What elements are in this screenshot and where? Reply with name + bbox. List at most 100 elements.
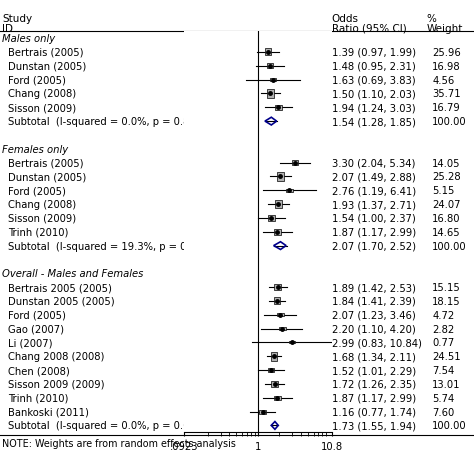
Text: Chang (2008): Chang (2008) (8, 200, 76, 210)
Text: 2.99 (0.83, 10.84): 2.99 (0.83, 10.84) (332, 338, 422, 347)
Text: Odds: Odds (332, 14, 359, 24)
Text: 14.65: 14.65 (432, 227, 461, 237)
Bar (274, 285, 281, 291)
Text: 14.05: 14.05 (432, 158, 461, 168)
Text: 2.07 (1.70, 2.52): 2.07 (1.70, 2.52) (332, 241, 416, 251)
Text: 100.00: 100.00 (432, 117, 467, 127)
Bar (267, 90, 274, 99)
Bar (265, 50, 272, 56)
Text: Subtotal  (I-squared = 19.3%, p = 0.287): Subtotal (I-squared = 19.3%, p = 0.287) (8, 241, 212, 251)
Text: Males only: Males only (2, 34, 55, 44)
Text: 0.77: 0.77 (432, 338, 455, 347)
Text: 3.30 (2.04, 5.34): 3.30 (2.04, 5.34) (332, 158, 415, 168)
Bar (268, 215, 274, 222)
Text: Chen (2008): Chen (2008) (8, 365, 70, 375)
Text: Study: Study (2, 14, 33, 24)
Text: Bertrais (2005): Bertrais (2005) (8, 48, 83, 58)
Text: 1.54 (1.00, 2.37): 1.54 (1.00, 2.37) (332, 213, 416, 224)
Text: 1.87 (1.17, 2.99): 1.87 (1.17, 2.99) (332, 227, 416, 237)
Text: 16.79: 16.79 (432, 103, 461, 113)
Text: Bertrais (2005): Bertrais (2005) (8, 158, 83, 168)
Text: 18.15: 18.15 (432, 296, 461, 306)
Text: 1.72 (1.26, 2.35): 1.72 (1.26, 2.35) (332, 379, 416, 389)
Bar (273, 298, 280, 305)
Text: 1.93 (1.37, 2.71): 1.93 (1.37, 2.71) (332, 200, 416, 210)
Text: 1.54 (1.28, 1.85): 1.54 (1.28, 1.85) (332, 117, 416, 127)
Text: 1.39 (0.97, 1.99): 1.39 (0.97, 1.99) (332, 48, 416, 58)
Bar (268, 368, 274, 372)
Text: Trinh (2010): Trinh (2010) (8, 393, 68, 403)
Text: 1.87 (1.17, 2.99): 1.87 (1.17, 2.99) (332, 393, 416, 403)
Text: ID: ID (2, 24, 13, 34)
Text: Weight: Weight (427, 24, 463, 34)
Text: 5.15: 5.15 (432, 186, 455, 196)
Text: 16.80: 16.80 (432, 213, 461, 224)
Text: 15.15: 15.15 (432, 282, 461, 292)
Text: 1.73 (1.55, 1.94): 1.73 (1.55, 1.94) (332, 420, 416, 431)
Text: Trinh (2010): Trinh (2010) (8, 227, 68, 237)
Bar (274, 396, 281, 400)
Text: 2.07 (1.23, 3.46): 2.07 (1.23, 3.46) (332, 310, 416, 320)
Text: 100.00: 100.00 (432, 241, 467, 251)
Bar (286, 189, 292, 192)
Text: 1.52 (1.01, 2.29): 1.52 (1.01, 2.29) (332, 365, 416, 375)
Text: Ratio (95% CI): Ratio (95% CI) (332, 24, 407, 34)
Text: 1.50 (1.10, 2.03): 1.50 (1.10, 2.03) (332, 89, 416, 99)
Text: Ford (2005): Ford (2005) (8, 310, 66, 320)
Bar (272, 381, 278, 387)
Bar (275, 201, 282, 209)
Text: Bankoski (2011): Bankoski (2011) (8, 407, 89, 417)
Text: 16.98: 16.98 (432, 62, 461, 72)
Text: 2.20 (1.10, 4.20): 2.20 (1.10, 4.20) (332, 324, 416, 334)
Text: 24.51: 24.51 (432, 352, 461, 361)
Text: 5.74: 5.74 (432, 393, 455, 403)
Text: 7.60: 7.60 (432, 407, 455, 417)
Text: 1.94 (1.24, 3.03): 1.94 (1.24, 3.03) (332, 103, 415, 113)
Bar (292, 160, 298, 166)
Bar (271, 352, 277, 361)
Text: Sisson (2009): Sisson (2009) (8, 213, 76, 224)
Bar (277, 173, 284, 181)
Text: 2.07 (1.49, 2.88): 2.07 (1.49, 2.88) (332, 172, 416, 182)
Bar (275, 106, 282, 111)
Bar (259, 409, 266, 414)
Text: 100.00: 100.00 (432, 420, 467, 431)
Text: Chang (2008): Chang (2008) (8, 89, 76, 99)
Text: 2.82: 2.82 (432, 324, 455, 334)
Text: 1.48 (0.95, 2.31): 1.48 (0.95, 2.31) (332, 62, 416, 72)
Text: Dunstan (2005): Dunstan (2005) (8, 172, 86, 182)
Text: 24.07: 24.07 (432, 200, 461, 210)
Bar (267, 64, 273, 69)
Text: 35.71: 35.71 (432, 89, 461, 99)
Text: Dunstan 2005 (2005): Dunstan 2005 (2005) (8, 296, 115, 306)
Text: 1.84 (1.41, 2.39): 1.84 (1.41, 2.39) (332, 296, 416, 306)
Text: Gao (2007): Gao (2007) (8, 324, 64, 334)
Text: Females only: Females only (2, 145, 69, 154)
Text: 13.01: 13.01 (432, 379, 461, 389)
Text: Ford (2005): Ford (2005) (8, 186, 66, 196)
Text: NOTE: Weights are from random effects analysis: NOTE: Weights are from random effects an… (2, 438, 236, 448)
Text: Overall - Males and Females: Overall - Males and Females (2, 269, 144, 279)
Text: Sisson 2009 (2009): Sisson 2009 (2009) (8, 379, 105, 389)
Text: 25.28: 25.28 (432, 172, 461, 182)
Text: 25.96: 25.96 (432, 48, 461, 58)
Text: Subtotal  (I-squared = 0.0%, p = 0.842): Subtotal (I-squared = 0.0%, p = 0.842) (8, 117, 206, 127)
Text: 4.56: 4.56 (432, 75, 455, 85)
Bar (279, 328, 286, 330)
Text: 4.72: 4.72 (432, 310, 455, 320)
Text: 1.89 (1.42, 2.53): 1.89 (1.42, 2.53) (332, 282, 416, 292)
Text: Dunstan (2005): Dunstan (2005) (8, 62, 86, 72)
Text: 1.16 (0.77, 1.74): 1.16 (0.77, 1.74) (332, 407, 416, 417)
Text: %: % (427, 14, 437, 24)
Text: 7.54: 7.54 (432, 365, 455, 375)
Bar (289, 341, 295, 344)
Text: Chang 2008 (2008): Chang 2008 (2008) (8, 352, 104, 361)
Bar (270, 79, 276, 82)
Text: 1.63 (0.69, 3.83): 1.63 (0.69, 3.83) (332, 75, 415, 85)
Text: 1.68 (1.34, 2.11): 1.68 (1.34, 2.11) (332, 352, 416, 361)
Text: Li (2007): Li (2007) (8, 338, 53, 347)
Text: Subtotal  (I-squared = 0.0%, p = 0.692): Subtotal (I-squared = 0.0%, p = 0.692) (8, 420, 206, 431)
Text: Sisson (2009): Sisson (2009) (8, 103, 76, 113)
Text: Bertrais 2005 (2005): Bertrais 2005 (2005) (8, 282, 112, 292)
Text: Ford (2005): Ford (2005) (8, 75, 66, 85)
